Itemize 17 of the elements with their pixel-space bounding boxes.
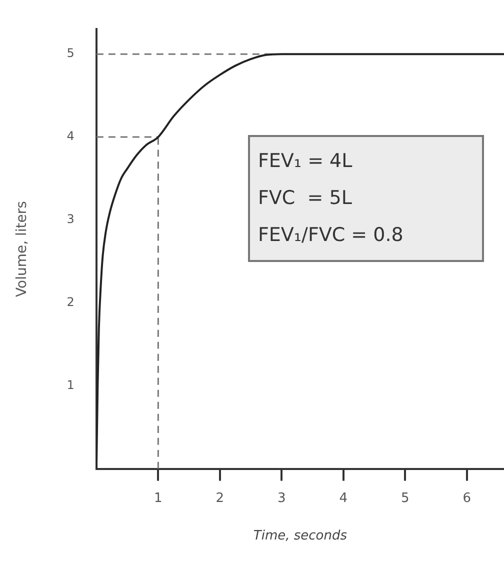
y-tick-label: 2: [66, 295, 74, 310]
y-tick-label: 1: [66, 378, 74, 392]
y-tick-label: 4: [66, 129, 74, 144]
y-tick-label: 3: [66, 212, 74, 226]
y-axis-title: Volume, liters: [14, 201, 30, 297]
x-tick-label: 2: [216, 490, 224, 506]
x-tick-label: 6: [462, 490, 472, 506]
x-axis-title: Time, seconds: [253, 528, 348, 544]
x-tick-label: 4: [339, 490, 348, 506]
annotation: FEV₁ = 4L: [258, 149, 354, 174]
annotation: FEV₁/FVC = 0.8: [258, 223, 404, 248]
x-tick-label: 5: [401, 490, 410, 506]
x-tick-label: 3: [278, 490, 286, 506]
text-panel: FEV₁ = 4L FVC = 5L FEV₁/FVC = 0.8: [248, 135, 484, 262]
annotation: FVC = 5L: [258, 186, 353, 211]
y-tick-label: 5: [66, 46, 74, 60]
x-tick-label: 1: [154, 490, 162, 506]
